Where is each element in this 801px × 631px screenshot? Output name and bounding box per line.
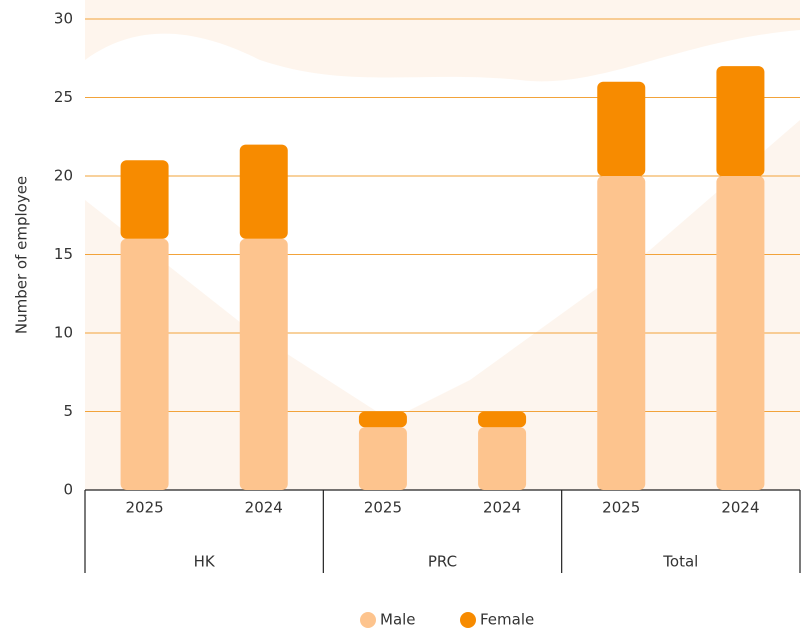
legend-label: Male: [380, 611, 416, 629]
y-tick-label: 25: [54, 88, 73, 106]
group-label: HK: [194, 553, 216, 571]
bar-segment: [597, 176, 645, 490]
bar-segment: [240, 145, 288, 239]
legend-label: Female: [480, 611, 534, 629]
bar-segment: [716, 176, 764, 490]
bar-segment: [359, 427, 407, 490]
bar-segment: [359, 412, 407, 428]
chart: Number of employee 051015202530HK2025202…: [0, 0, 801, 631]
y-axis-title: Number of employee: [13, 176, 31, 334]
bar-segment: [121, 160, 169, 239]
x-tick-label: 2025: [602, 499, 640, 517]
x-tick-label: 2024: [483, 499, 521, 517]
group-label: Total: [662, 553, 698, 571]
legend-swatch: [460, 612, 476, 628]
group-label: PRC: [428, 553, 457, 571]
legend-swatch: [360, 612, 376, 628]
y-tick-label: 0: [63, 481, 73, 499]
x-tick-label: 2025: [364, 499, 402, 517]
bar-segment: [478, 427, 526, 490]
y-tick-label: 20: [54, 167, 73, 185]
y-tick-label: 15: [54, 245, 73, 263]
bar-segment: [121, 239, 169, 490]
background-decoration: [85, 0, 800, 490]
x-tick-label: 2025: [125, 499, 163, 517]
y-tick-label: 30: [54, 10, 73, 28]
bar-segment: [240, 239, 288, 490]
x-tick-label: 2024: [245, 499, 283, 517]
bar-segment: [716, 66, 764, 176]
x-tick-label: 2024: [721, 499, 759, 517]
y-tick-label: 10: [54, 324, 73, 342]
y-tick-label: 5: [63, 402, 73, 420]
bar-segment: [597, 82, 645, 176]
bar-segment: [478, 412, 526, 428]
